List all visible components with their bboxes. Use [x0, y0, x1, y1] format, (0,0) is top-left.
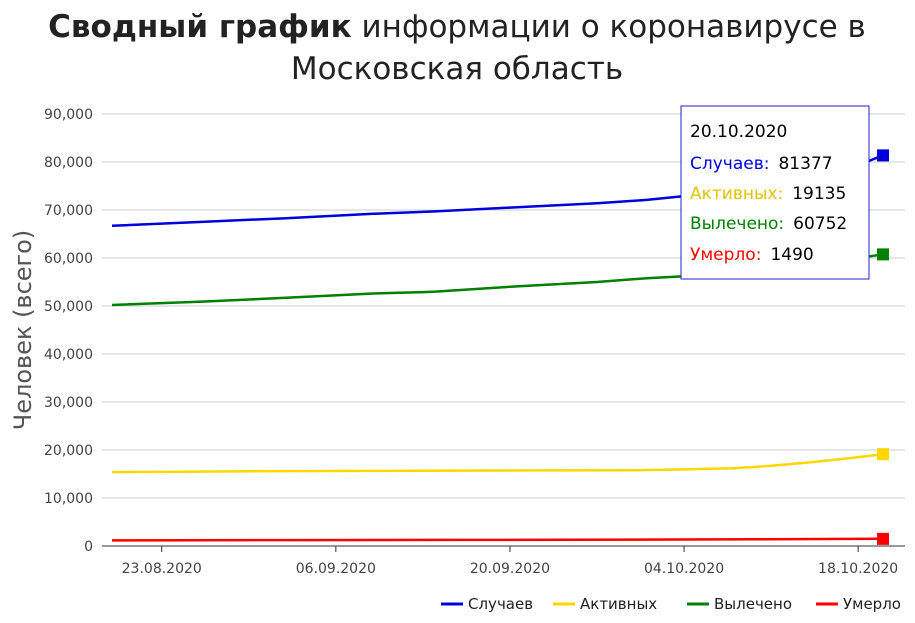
tooltip-active-label: Активных: [690, 184, 783, 204]
x-axis-ticks: 23.08.2020 06.09.2020 20.09.2020 04.10.2020… [122, 546, 898, 577]
tooltip-row-deaths: Умерло: 1490 [690, 245, 814, 265]
y-tick-label: 20,000 [44, 443, 93, 459]
y-tick-label: 10,000 [44, 491, 93, 507]
x-tick-label: 20.09.2020 [470, 561, 550, 577]
y-axis-ticks: 0 10,000 20,000 30,000 40,000 50,000 60,000 70,… [44, 107, 93, 555]
y-tick-label: 90,000 [44, 107, 93, 123]
legend-item-label[interactable]: Умерло [843, 595, 901, 613]
chart-title-bold: Сводный график [48, 9, 352, 45]
chart-title-rest: информации о коронавирусе в [352, 9, 866, 45]
series-line-Активных [111, 452, 884, 474]
tooltip-deaths-value: 1490 [770, 245, 813, 265]
chart-title: Сводный график информации о коронавирусе… [48, 9, 866, 45]
tooltip-recovered-value: 60752 [793, 214, 847, 234]
tooltip-box [680, 105, 870, 280]
tooltip-row-recovered: Вылечено: 60752 [690, 214, 847, 234]
y-tick-label: 40,000 [44, 347, 93, 363]
tooltip-cases-label: Случаев: [690, 154, 769, 174]
tooltip-row-cases: Случаев: 81377 [690, 154, 833, 174]
series-markers [877, 149, 889, 545]
tooltip-deaths-label: Умерло: [690, 245, 761, 265]
y-tick-label: 50,000 [44, 299, 93, 315]
legend-item-label[interactable]: Активных [580, 595, 657, 613]
x-tick-label: 18.10.2020 [818, 561, 898, 577]
y-tick-label: 60,000 [44, 251, 93, 267]
series-marker-Случаев[interactable] [877, 149, 889, 162]
x-tick-label: 23.08.2020 [122, 561, 202, 577]
chart-title-line2: Московская область [291, 51, 623, 87]
series-marker-Умерло[interactable] [877, 532, 889, 545]
y-tick-label: 80,000 [44, 155, 93, 171]
x-tick-label: 06.09.2020 [296, 561, 376, 577]
y-tick-label: 70,000 [44, 203, 93, 219]
tooltip-recovered-label: Вылечено: [690, 214, 784, 234]
series-marker-Активных[interactable] [877, 448, 889, 461]
y-tick-label: 30,000 [44, 395, 93, 411]
x-tick-label: 04.10.2020 [644, 561, 724, 577]
tooltip-row-active: Активных: 19135 [690, 184, 846, 204]
tooltip: 20.10.2020 Случаев: 81377 Активных: 19135 … [680, 105, 870, 280]
legend-item-label[interactable]: Вылечено [714, 595, 792, 613]
legend: Случаев Активных Вылечено Умерло [441, 595, 901, 613]
y-axis-title: Человек (всего) [9, 230, 37, 430]
series-line-Умерло [111, 537, 884, 542]
tooltip-date: 20.10.2020 [690, 122, 787, 142]
tooltip-active-value: 19135 [792, 184, 846, 204]
y-tick-label: 0 [84, 539, 93, 555]
legend-item-label[interactable]: Случаев [468, 595, 533, 613]
series-marker-Вылечено[interactable] [877, 248, 889, 261]
tooltip-cases-value: 81377 [778, 154, 832, 174]
